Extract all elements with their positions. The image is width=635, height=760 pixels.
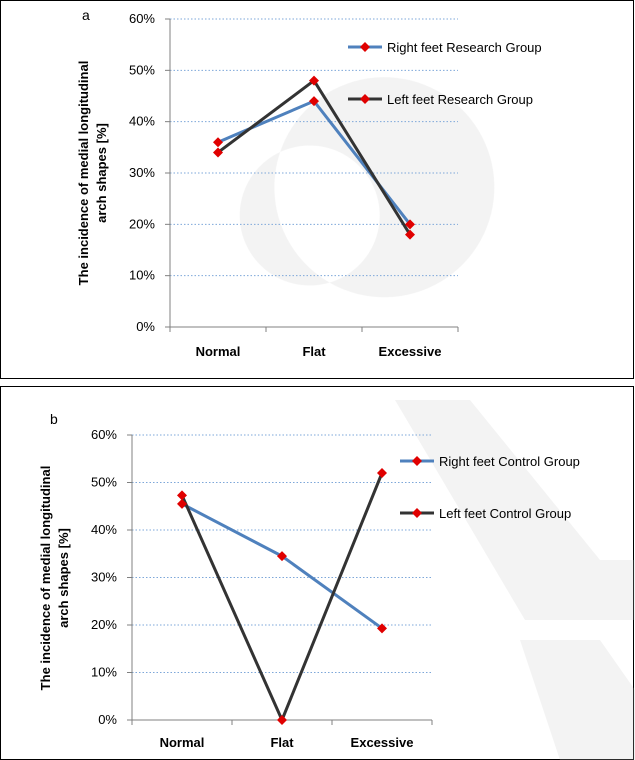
series-1-marker <box>377 623 387 634</box>
legend-label-1: Right feet Control Group <box>439 454 580 469</box>
legend-label-2: Left feet Control Group <box>439 506 571 521</box>
x-category-label: Flat <box>302 344 326 359</box>
series-2-marker <box>405 229 415 240</box>
panel-b-frame <box>0 386 634 760</box>
y-tick-label: 10% <box>129 268 155 283</box>
y-tick-label: 20% <box>129 216 155 231</box>
x-category-label: Normal <box>160 735 205 750</box>
y-axis-title: arch shapes [%] <box>94 123 109 223</box>
watermark <box>239 77 635 760</box>
y-axis-title: arch shapes [%] <box>56 528 71 628</box>
y-tick-label: 0% <box>98 712 117 727</box>
x-category-label: Flat <box>270 735 294 750</box>
series-2-marker <box>177 490 187 501</box>
series-1-marker <box>213 137 223 148</box>
legend-label-2: Left feet Research Group <box>387 92 533 107</box>
legend-marker-2 <box>412 508 422 518</box>
legend-marker-1 <box>360 42 370 52</box>
y-tick-label: 60% <box>91 427 117 442</box>
y-axis-title: The incidence of medial longitudinal <box>38 466 53 691</box>
legend-marker-2 <box>360 94 370 104</box>
y-tick-label: 30% <box>91 570 117 585</box>
x-category-label: Excessive <box>351 735 414 750</box>
series-2-marker <box>309 75 319 86</box>
legend-marker-1 <box>412 456 422 466</box>
y-tick-label: 40% <box>129 114 155 129</box>
watermark-n-shape <box>395 400 635 620</box>
series-2-marker <box>277 715 287 725</box>
y-tick-label: 10% <box>91 665 117 680</box>
x-category-label: Normal <box>196 344 241 359</box>
y-tick-label: 60% <box>129 11 155 26</box>
series-1-marker <box>309 96 319 107</box>
series-1-marker <box>177 498 187 509</box>
panel-label-b: b <box>50 411 58 427</box>
watermark-o-shape <box>239 77 495 298</box>
series-1-marker <box>405 219 415 230</box>
series-2-marker <box>377 468 387 478</box>
panel-label-a: a <box>82 7 90 23</box>
x-category-label: Excessive <box>379 344 442 359</box>
series-1-marker <box>277 551 287 562</box>
panel-a-frame <box>0 0 634 379</box>
y-tick-label: 20% <box>91 617 117 632</box>
y-axis-title: The incidence of medial longitudinal <box>76 61 91 286</box>
watermark-l-shape <box>520 640 635 760</box>
y-tick-label: 30% <box>129 165 155 180</box>
y-tick-label: 50% <box>129 62 155 77</box>
y-tick-label: 50% <box>91 475 117 490</box>
chart-b: 0% 10% 20% 30% 40% 50% 60% Normal Flat Excessive T… <box>38 427 580 750</box>
series-2-marker <box>213 147 223 158</box>
y-tick-label: 0% <box>136 319 155 334</box>
legend-label-1: Right feet Research Group <box>387 40 542 55</box>
chart-a: 0% 10% 20% 30% 40% 50% 60% Normal Flat Excessive T… <box>76 11 542 359</box>
y-tick-label: 40% <box>91 522 117 537</box>
